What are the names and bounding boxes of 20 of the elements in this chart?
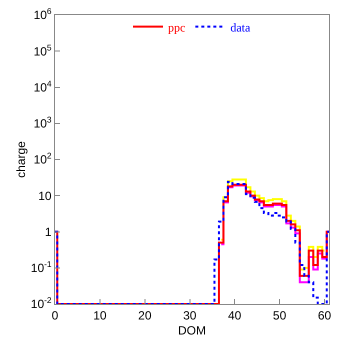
x-tick-label: 40	[228, 308, 242, 322]
x-tick-label: 0	[52, 308, 59, 322]
x-tick-label: 30	[183, 308, 197, 322]
y-tick-label: 10$^{6}$	[34, 6, 52, 22]
x-tick-label: 50	[272, 308, 287, 322]
y-tick-label: 10	[38, 188, 52, 203]
x-tick-label: 60	[318, 308, 332, 322]
legend-label: data	[230, 20, 251, 34]
y-tick-label: 10$^{-1}$	[30, 259, 52, 276]
y-tick-label: 10$^{-2}$	[30, 295, 52, 312]
x-axis-title: DOM	[178, 323, 206, 338]
y-tick-label: 10$^{4}$	[34, 78, 52, 94]
y-tick-label: 10$^{5}$	[34, 42, 52, 58]
y-axis-title: charge	[14, 140, 28, 178]
x-tick-label: 10	[93, 308, 107, 322]
y-tick-label: 10$^{2}$	[34, 150, 52, 167]
x-tick-label: 20	[138, 308, 152, 322]
legend-label: ppc	[168, 20, 186, 34]
y-tick-label: 1	[44, 224, 52, 239]
y-tick-label: 10$^{3}$	[34, 114, 52, 131]
